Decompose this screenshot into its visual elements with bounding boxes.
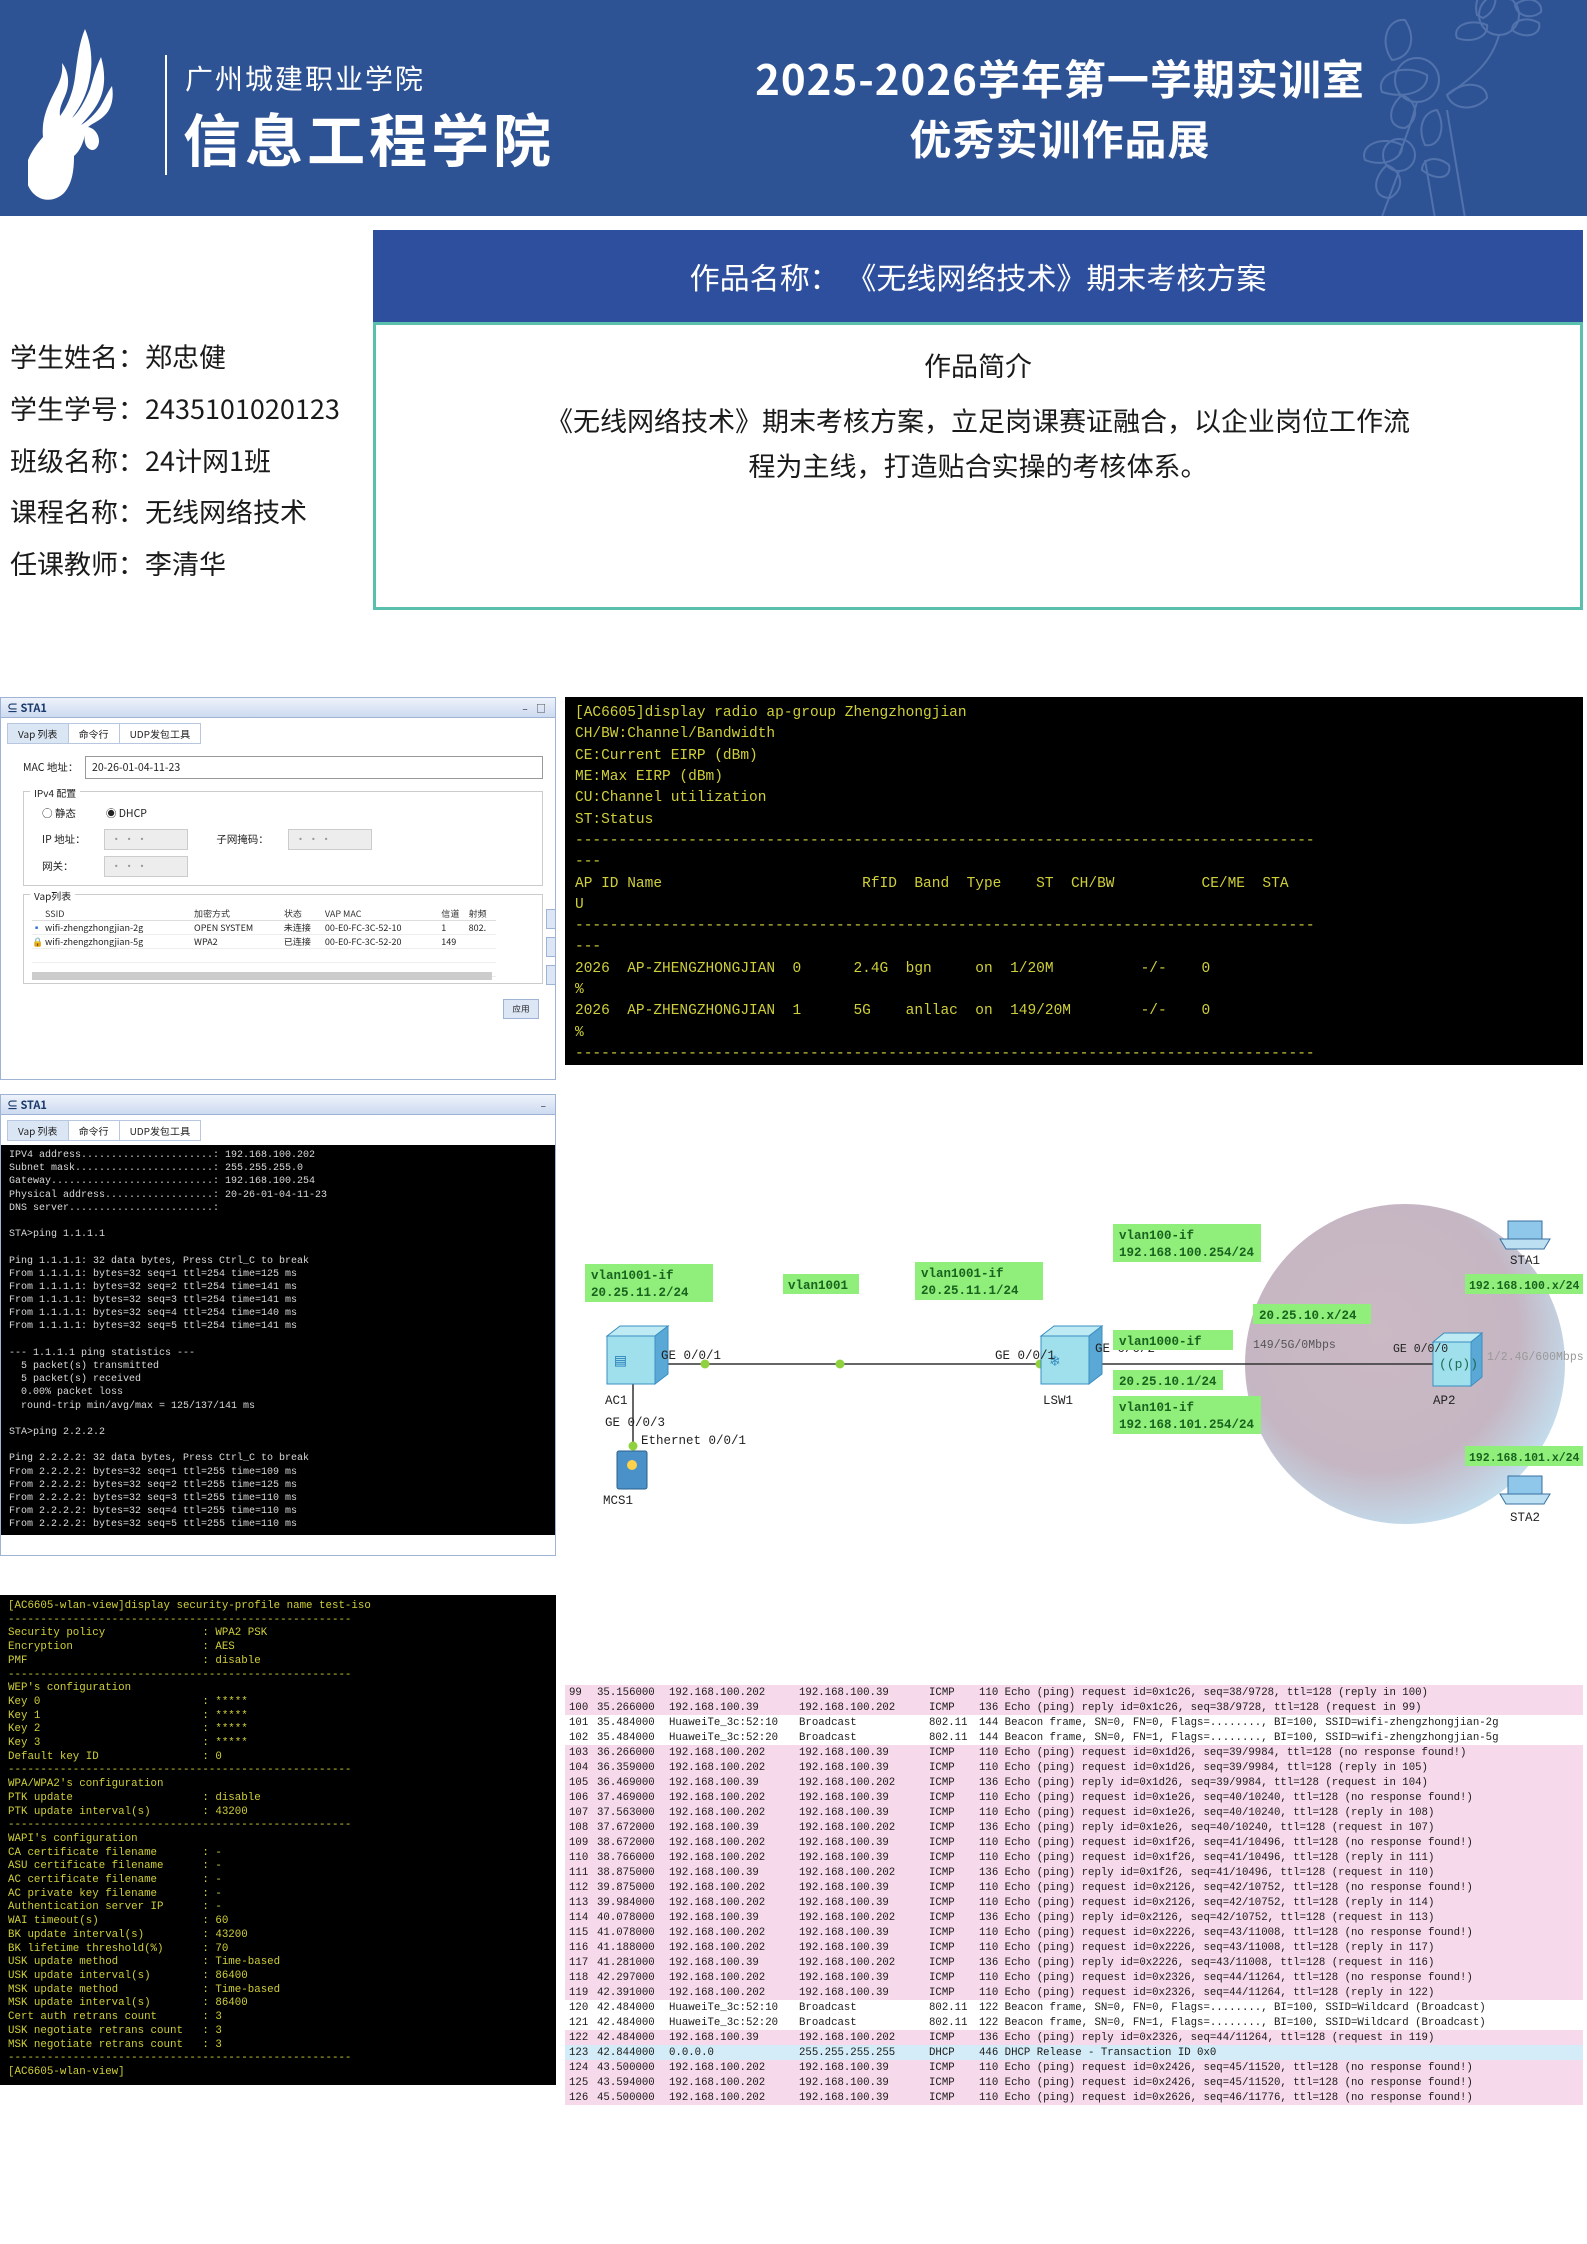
- svg-text:vlan100-if: vlan100-if: [1119, 1229, 1194, 1243]
- svg-text:20.25.11.1/24: 20.25.11.1/24: [921, 1284, 1019, 1298]
- svg-text:1/2.4G/600Mbps: 1/2.4G/600Mbps: [1487, 1351, 1583, 1364]
- svg-text:Ethernet 0/0/1: Ethernet 0/0/1: [641, 1434, 746, 1448]
- svg-text:STA1: STA1: [1510, 1254, 1540, 1268]
- svg-text:STA2: STA2: [1510, 1511, 1540, 1525]
- svg-text:LSW1: LSW1: [1043, 1394, 1073, 1408]
- svg-text:vlan1000-if: vlan1000-if: [1119, 1335, 1202, 1349]
- svg-text:((p)): ((p)): [1439, 1357, 1478, 1372]
- svg-text:192.168.101.x/24: 192.168.101.x/24: [1469, 1452, 1580, 1465]
- svg-text:192.168.101.254/24: 192.168.101.254/24: [1119, 1418, 1255, 1432]
- svg-text:▤: ▤: [615, 1352, 626, 1372]
- svg-text:20.25.10.1/24: 20.25.10.1/24: [1119, 1375, 1217, 1389]
- svg-text:GE 0/0/1: GE 0/0/1: [661, 1349, 721, 1363]
- svg-text:vlan101-if: vlan101-if: [1119, 1401, 1194, 1415]
- svg-text:192.168.100.254/24: 192.168.100.254/24: [1119, 1246, 1255, 1260]
- svg-text:20.25.10.x/24: 20.25.10.x/24: [1259, 1309, 1357, 1323]
- svg-text:GE 0/0/1: GE 0/0/1: [995, 1349, 1055, 1363]
- svg-text:AP2: AP2: [1433, 1394, 1456, 1408]
- svg-text:GE 0/0/0: GE 0/0/0: [1393, 1343, 1448, 1356]
- svg-text:149/5G/0Mbps: 149/5G/0Mbps: [1253, 1339, 1336, 1352]
- svg-text:AC1: AC1: [605, 1394, 628, 1408]
- svg-text:vlan1001-if: vlan1001-if: [591, 1269, 674, 1283]
- svg-text:GE 0/0/3: GE 0/0/3: [605, 1416, 665, 1430]
- svg-text:20.25.11.2/24: 20.25.11.2/24: [591, 1286, 689, 1300]
- svg-text:vlan1001-if: vlan1001-if: [921, 1267, 1004, 1281]
- svg-text:MCS1: MCS1: [603, 1494, 633, 1508]
- svg-text:vlan1001: vlan1001: [788, 1279, 848, 1293]
- svg-text:192.168.100.x/24: 192.168.100.x/24: [1469, 1280, 1580, 1293]
